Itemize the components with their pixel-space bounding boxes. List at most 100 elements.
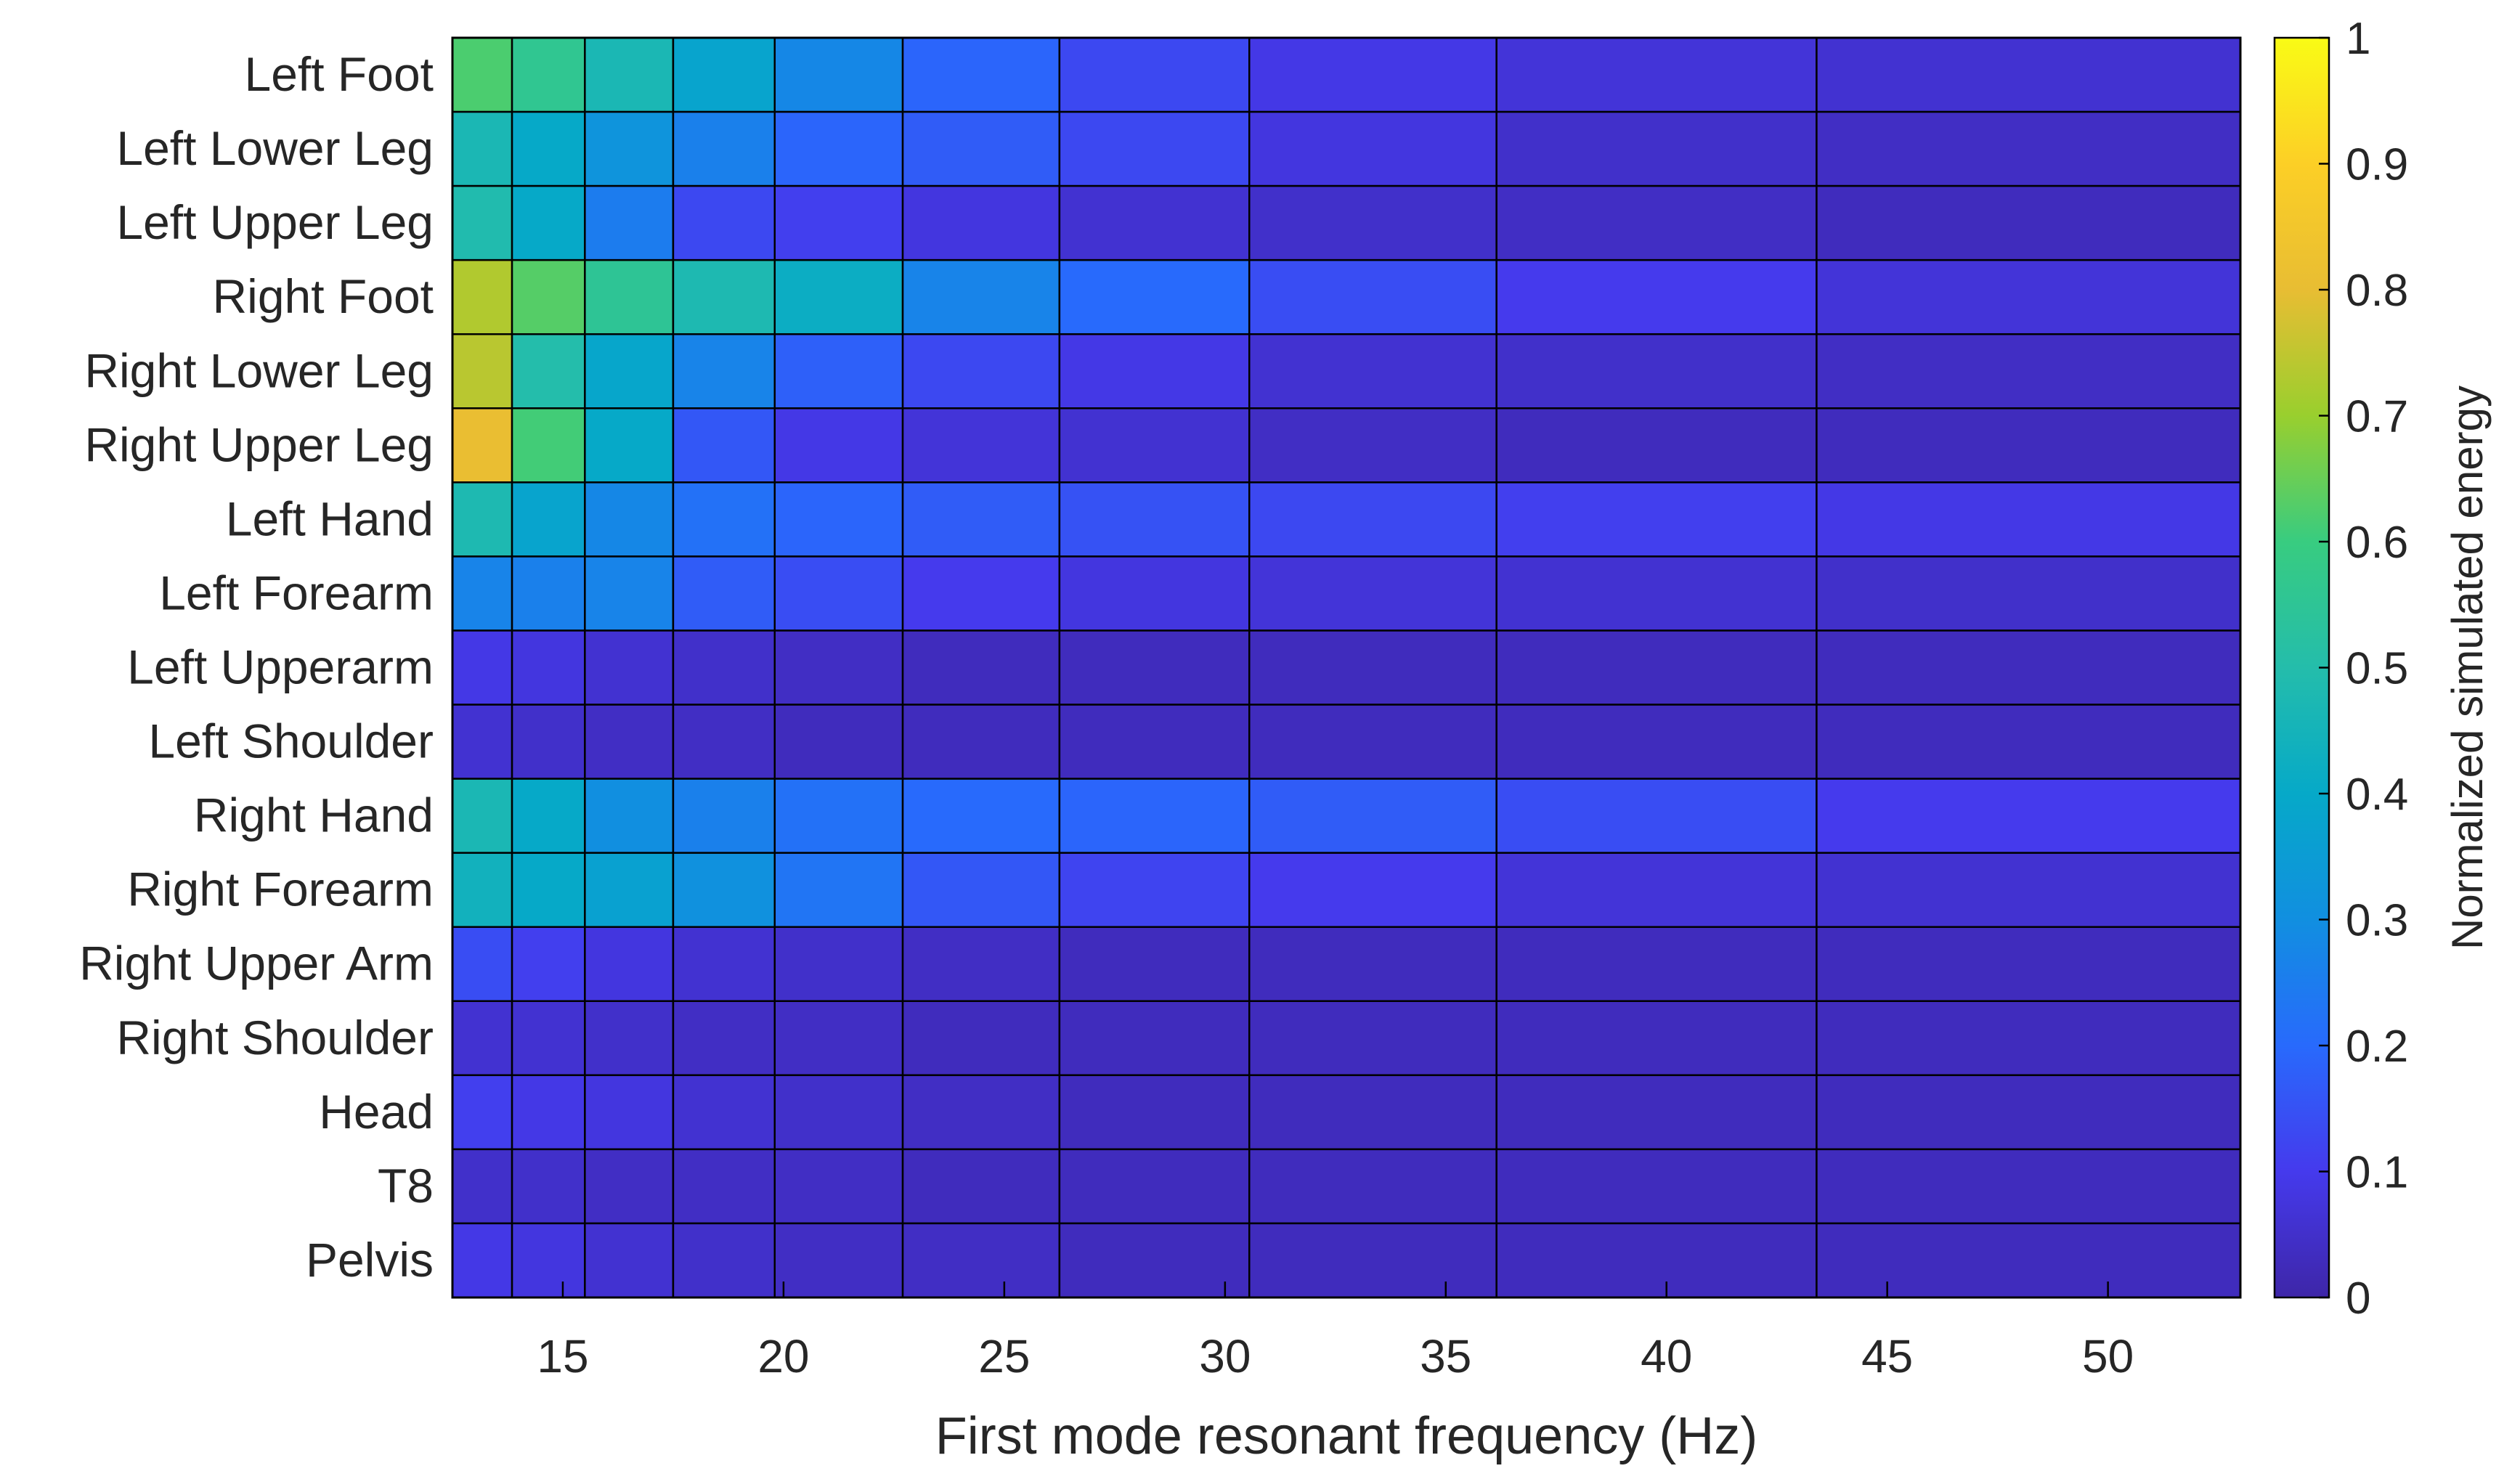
heatmap-cell: [672, 1222, 776, 1299]
heatmap-cell: [901, 258, 1061, 335]
row-label: Right Lower Leg: [84, 343, 434, 397]
heatmap-cell: [1816, 258, 2242, 335]
heatmap-cell: [1058, 1000, 1251, 1077]
heatmap-cell: [511, 704, 586, 780]
heatmap-cell: [1248, 778, 1497, 854]
heatmap-cell: [672, 1148, 776, 1225]
row-label: Left Lower Leg: [116, 121, 434, 175]
heatmap-cell: [451, 1148, 513, 1225]
row-label: Right Hand: [194, 789, 434, 842]
heatmap-cell: [584, 630, 675, 706]
heatmap-cell: [451, 1000, 513, 1077]
colorbar-ticks: 1 0.9 0.8 0.7 0.6 0.5 0.4 0.3 0.2 0.1 0: [2319, 14, 2408, 1324]
heatmap-cell: [901, 1000, 1061, 1077]
heatmap-cell: [672, 1074, 776, 1151]
x-tick-label: 40: [1641, 1330, 1692, 1382]
heatmap-cell: [773, 184, 904, 261]
colorbar-tick-label: 0.5: [2346, 644, 2408, 694]
heatmap-cell: [451, 778, 513, 854]
heatmap-cell: [1816, 1222, 2242, 1299]
heatmap-cell: [1816, 1148, 2242, 1225]
heatmap-cell: [1495, 36, 1818, 113]
row-label: Pelvis: [306, 1233, 434, 1287]
heatmap-cell: [1058, 1222, 1251, 1299]
heatmap-cell: [1495, 1148, 1818, 1225]
heatmap-cell: [901, 704, 1061, 780]
heatmap-cell: [1248, 36, 1497, 113]
heatmap-cell: [672, 184, 776, 261]
heatmap-cell: [1495, 1222, 1818, 1299]
row-label: Left Forearm: [159, 566, 434, 619]
x-axis-label: First mode resonant frequency (Hz): [935, 1407, 1757, 1465]
heatmap-cell: [901, 407, 1061, 484]
heatmap-cell: [901, 852, 1061, 928]
heatmap-cell: [1495, 1074, 1818, 1151]
plot-frame: [451, 36, 2242, 1299]
heatmap-cell: [1495, 407, 1818, 484]
heatmap-cell: [901, 555, 1061, 632]
heatmap-cell: [901, 333, 1061, 410]
x-tick-label: 35: [1420, 1330, 1471, 1382]
heatmap-cell: [1816, 852, 2242, 928]
colorbar-tick-label: 0.7: [2346, 392, 2408, 442]
heatmap-cell: [1248, 407, 1497, 484]
row-label: Head: [319, 1085, 434, 1138]
heatmap-cell: [451, 110, 513, 187]
heatmap-cell: [451, 1222, 513, 1299]
heatmap-cell: [1816, 704, 2242, 780]
heatmap-cell: [672, 481, 776, 558]
heatmap-cell: [1495, 852, 1818, 928]
heatmap-cell: [1816, 481, 2242, 558]
heatmap-cell: [773, 704, 904, 780]
heatmap-cell: [584, 778, 675, 854]
heatmap-cell: [773, 1222, 904, 1299]
row-label: Right Upper Leg: [84, 417, 434, 471]
heatmap-cell: [773, 258, 904, 335]
heatmap-cell: [672, 926, 776, 1003]
heatmap-cell: [1058, 1148, 1251, 1225]
x-tick-label: 15: [537, 1330, 588, 1382]
heatmap-cell: [584, 1148, 675, 1225]
x-axis-ticks: 15 20 25 30 35 40 45 50: [537, 1282, 2134, 1382]
x-tick-label: 30: [1199, 1330, 1251, 1382]
heatmap-cell: [1816, 184, 2242, 261]
row-label: Right Upper Arm: [79, 937, 434, 990]
heatmap-cell: [511, 1148, 586, 1225]
heatmap-cell: [511, 184, 586, 261]
heatmap-cell: [511, 36, 586, 113]
heatmap-cell: [901, 926, 1061, 1003]
heatmap-cell: [1495, 778, 1818, 854]
colorbar-tick-label: 0.4: [2346, 770, 2408, 820]
row-label: Right Forearm: [127, 863, 434, 916]
heatmap-cell: [1495, 184, 1818, 261]
heatmap-cell: [1248, 110, 1497, 187]
heatmap-cell: [773, 1148, 904, 1225]
heatmap-cell: [511, 407, 586, 484]
heatmap-cell: [672, 36, 776, 113]
heatmap-cell: [672, 778, 776, 854]
heatmap-cell: [773, 110, 904, 187]
heatmap-cell: [1816, 630, 2242, 706]
heatmap-cell: [1495, 258, 1818, 335]
heatmap-cell: [584, 184, 675, 261]
heatmap-cell: [451, 481, 513, 558]
x-tick-label: 50: [2082, 1330, 2134, 1382]
colorbar-tick-label: 0.3: [2346, 896, 2408, 946]
heatmap-cell: [1495, 630, 1818, 706]
heatmap-cell: [901, 1222, 1061, 1299]
heatmap-cell: [1248, 926, 1497, 1003]
heatmap-cell: [451, 333, 513, 410]
heatmap-cell: [901, 1148, 1061, 1225]
heatmap-cell: [511, 1000, 586, 1077]
heatmap-cell: [1248, 481, 1497, 558]
heatmap-cell: [1248, 1222, 1497, 1299]
heatmap-cell: [451, 926, 513, 1003]
heatmap-cell: [1495, 333, 1818, 410]
heatmap-cell: [584, 258, 675, 335]
x-tick-label: 45: [1861, 1330, 1913, 1382]
colorbar-tick-label: 0: [2346, 1274, 2370, 1324]
heatmap-cell: [1248, 333, 1497, 410]
heatmap-cell: [1495, 110, 1818, 187]
heatmap-cell: [451, 258, 513, 335]
heatmap-cell: [584, 704, 675, 780]
